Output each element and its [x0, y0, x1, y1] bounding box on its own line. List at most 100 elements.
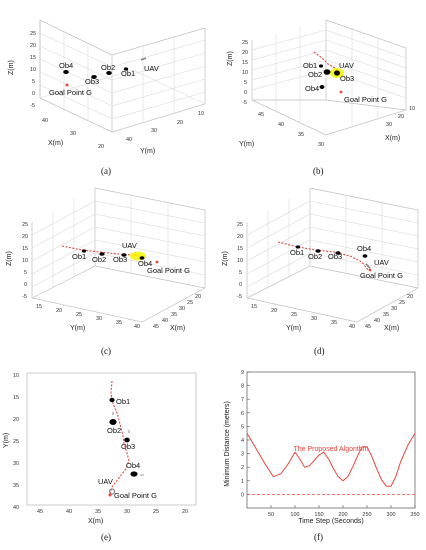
obstacle-ob3	[124, 437, 130, 443]
panel-b: 25 20 15 10 5 0 -5 Z(m) 30 20 10 X(m) 45…	[227, 19, 415, 176]
obstacle-ob1	[295, 245, 301, 249]
y-tick-label: 5	[241, 424, 244, 430]
goal-label: Goal Point G	[114, 491, 157, 500]
z-axis-label: Z(m)	[6, 251, 13, 266]
z-axis-label: Z(m)	[222, 251, 229, 266]
y-tick: 20	[56, 308, 62, 314]
panel-a-grid	[39, 19, 206, 133]
z-tick: 20	[237, 234, 243, 240]
y-tick: 40	[134, 324, 140, 330]
z-tick: 20	[22, 234, 28, 240]
ob1-label: Ob1	[116, 397, 130, 406]
y-tick: 15	[251, 304, 257, 310]
x-tick-label: 200	[338, 512, 347, 518]
y-tick-label: 8	[241, 384, 244, 390]
y-tick: 40	[278, 122, 284, 128]
z-tick: 25	[30, 31, 36, 37]
x-tick: 40	[42, 118, 48, 124]
ob3-label: Ob3	[121, 442, 135, 451]
panel-e-frame	[26, 372, 197, 506]
x-tick-label: 100	[290, 512, 299, 518]
ob4-label: Ob4	[59, 61, 73, 70]
obstacle-ob2	[315, 249, 321, 253]
goal-point	[368, 268, 372, 272]
z-tick: 5	[239, 270, 242, 276]
y-tick-label: 1	[241, 479, 244, 485]
y-axis-label: Y(m)	[3, 433, 10, 448]
ob1-label: Ob1	[121, 69, 135, 78]
caption-a: (a)	[101, 166, 111, 176]
y-tick: 30	[311, 316, 317, 322]
x-tick: 40	[162, 318, 168, 324]
uav-label: UAV	[374, 258, 389, 267]
x-tick: 20	[182, 509, 188, 515]
chart-series	[246, 432, 416, 495]
z-tick: 0	[244, 90, 247, 96]
y-tick: 20	[177, 120, 183, 126]
panel-e-x-ticks: 45 40 35 30 25 20	[37, 509, 188, 515]
caption-d: (d)	[314, 346, 325, 356]
panel-c: 25 20 15 10 5 0 -5 Z(m) 20 25 30 35 40 4…	[6, 187, 206, 356]
z-tick: 20	[30, 43, 36, 49]
y-tick: 30	[318, 142, 324, 148]
x-tick: 10	[409, 106, 415, 112]
x-tick: 30	[391, 306, 397, 312]
y-tick-label: 6	[241, 411, 244, 417]
y-axis-label: Y(m)	[239, 141, 254, 148]
obstacle-ob2	[99, 252, 105, 256]
series-line	[246, 432, 416, 487]
x-axis-label: X(m)	[385, 135, 400, 142]
y-tick: 10	[13, 373, 19, 379]
y-tick: 35	[13, 483, 19, 489]
y-tick: 30	[13, 461, 19, 467]
y-axis-label: Minimum Distance (meters)	[224, 401, 231, 487]
z-tick: 10	[22, 258, 28, 264]
x-tick: 20	[407, 294, 413, 300]
obstacle-ob1	[81, 249, 87, 253]
obstacle-ob2	[109, 419, 117, 425]
y-tick: 35	[331, 320, 337, 326]
z-tick: 0	[32, 91, 35, 97]
panel-b-x-ticks: 30 20 10	[386, 106, 415, 128]
panel-b-z-ticks: 25 20 15 10 5 0 -5	[242, 40, 248, 106]
z-tick: 15	[22, 246, 28, 252]
obstacle-ob3	[121, 253, 127, 257]
x-tick: 30	[386, 122, 392, 128]
y-tick: 25	[291, 312, 297, 318]
y-tick: 20	[271, 308, 277, 314]
panel-d-x-ticks: 20 25 30 35 40 45	[365, 294, 413, 330]
ob4-label: Ob4	[126, 461, 140, 470]
y-axis-label: Y(m)	[286, 325, 301, 332]
panel-a-z-ticks: 25 20 15 10 5 0 -5	[30, 31, 36, 109]
x-tick-label: 50	[268, 512, 274, 518]
z-tick: 0	[24, 282, 27, 288]
x-tick-label: 350	[410, 512, 419, 518]
x-tick-label: 250	[362, 512, 371, 518]
panel-c-y-ticks: 15 20 25 30 35 40	[36, 304, 140, 330]
ob3-label: Ob3	[328, 252, 342, 261]
obstacle-ob4	[130, 471, 138, 477]
obstacle-ob1	[109, 397, 115, 403]
caption-c: (c)	[101, 346, 111, 356]
obstacle-ob1	[319, 64, 323, 68]
x-tick: 35	[95, 509, 101, 515]
y-tick: 40	[126, 137, 132, 143]
x-tick: 45	[153, 324, 159, 330]
y-tick: 30	[96, 316, 102, 322]
uav-label: UAV	[144, 64, 159, 73]
x-tick: 30	[124, 509, 130, 515]
panel-d-z-ticks: 25 20 15 10 5 0 -5	[237, 222, 243, 300]
uav-label: UAV	[339, 61, 354, 70]
y-tick: 15	[13, 395, 19, 401]
obstacle-ob4	[362, 254, 368, 258]
y-tick: 20	[13, 417, 19, 423]
goal-label: Goal Point G	[344, 95, 387, 104]
y-tick-label: 4	[241, 438, 244, 444]
y-tick: 10	[198, 111, 204, 117]
panel-d: 25 20 15 10 5 0 -5 Z(m) 20 25 30 35 40 4…	[222, 187, 419, 356]
z-tick: 5	[32, 79, 35, 85]
y-tick: 35	[298, 132, 304, 138]
chart-axes: 50 100 150 200 250 300 350 0 1 2 3 4 5 6 7 8 9	[241, 370, 420, 518]
y-axis-label: Y(m)	[140, 148, 155, 155]
panel-c-grid	[31, 187, 206, 323]
